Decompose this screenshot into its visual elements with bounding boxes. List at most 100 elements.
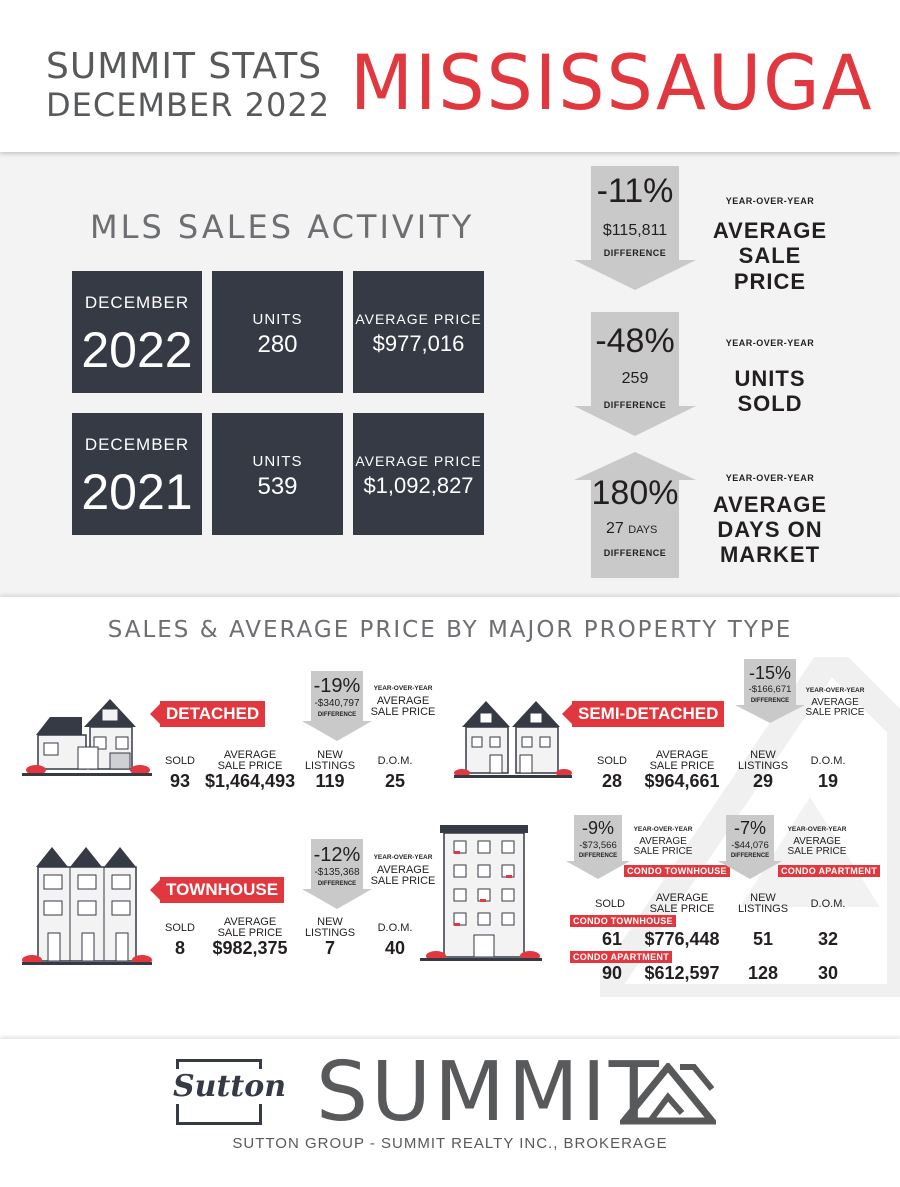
townhouse-icon — [22, 847, 152, 965]
dom-label: D.O.M. — [377, 755, 413, 767]
condo-apt-pct: -7% — [733, 818, 766, 838]
tag-notch-icon — [150, 878, 162, 902]
down-arrow-icon — [566, 815, 630, 879]
semi-price: $964,661 — [644, 771, 720, 791]
yoy-dom-amount-value: 27 — [606, 520, 624, 537]
yoy-sp-label: SALE PRICE — [370, 875, 436, 887]
header-date: DECEMBER 2022 — [46, 86, 331, 124]
yoy-price-pct: -11% — [596, 172, 674, 210]
up-arrow-icon — [574, 452, 696, 578]
yoy-avg-label: AVERAGE — [376, 864, 430, 876]
dom-label: D.O.M. — [377, 922, 413, 934]
yoy-price-diff: DIFFERENCE — [603, 248, 667, 258]
tag-notch-icon — [562, 702, 574, 726]
avg-price-label: AVERAGE SALE PRICE — [642, 893, 722, 915]
year-box-2021: DECEMBER 2021 — [72, 413, 202, 535]
new-listings-label: NEW LISTINGS — [300, 750, 360, 772]
units-box-2021: UNITS 539 — [212, 413, 343, 535]
yoy-units-small: YEAR-OVER-YEAR — [725, 338, 815, 348]
avg-label-1: AVERAGE — [655, 892, 709, 904]
semi-dom: 19 — [817, 771, 839, 791]
new-label-2: LISTINGS — [304, 927, 356, 939]
condo-apt-row-tag: CONDO APARTMENT — [570, 951, 672, 963]
units-value: 280 — [257, 331, 298, 358]
yoy-avg-label: AVERAGE — [811, 697, 859, 708]
new-listings-label: NEW LISTINGS — [733, 893, 793, 915]
units-box-2022: UNITS 280 — [212, 271, 343, 393]
detached-yoy: YEAR-OVER-YEAR — [373, 685, 433, 692]
condo-apt-price: $612,597 — [644, 963, 720, 983]
year-box-2022: DECEMBER 2022 — [72, 271, 202, 393]
condo-apt-amount: -$44,076 — [731, 840, 769, 851]
semi-pct: -15% — [748, 663, 792, 683]
down-arrow-icon — [302, 839, 372, 909]
avg-price-label: AVERAGE SALE PRICE — [210, 917, 290, 939]
avg-label-2: SALE PRICE — [217, 927, 283, 939]
yoy-dom-amount-suffix: DAYS — [628, 524, 658, 536]
yoy-units-heading2: SOLD — [737, 391, 803, 416]
new-label-1: NEW — [750, 749, 776, 761]
property-type-section: SALES & AVERAGE PRICE BY MAJOR PROPERTY … — [0, 597, 900, 1039]
yoy-price-small: YEAR-OVER-YEAR — [725, 196, 815, 206]
avg-price-label: AVERAGE SALE PRICE — [210, 750, 290, 772]
condo-apt-tag: CONDO APARTMENT — [778, 865, 880, 877]
city-name: MISSISSAUGA — [350, 38, 874, 127]
condo-th-sold: 61 — [601, 929, 623, 949]
detached-diff: DIFFERENCE — [317, 712, 357, 718]
yoy-sp-label: SALE PRICE — [787, 846, 847, 857]
price-box-2021: AVERAGE PRICE $1,092,827 — [353, 413, 484, 535]
yoy-units-diff: DIFFERENCE — [603, 400, 667, 410]
new-label-1: NEW — [750, 892, 776, 904]
yoy-dom-heading2: DAYS ON — [717, 517, 823, 542]
header-title: SUMMIT STATS — [46, 46, 323, 87]
tag-notch-icon — [150, 702, 162, 726]
month-label: DECEMBER — [84, 293, 190, 312]
yoy-sp-label: SALE PRICE — [633, 846, 693, 857]
condo-building-icon — [420, 825, 542, 961]
detached-listings: 119 — [315, 771, 345, 791]
sold-label: SOLD — [595, 898, 625, 910]
yoy-sp-label: SALE PRICE — [370, 706, 436, 718]
year-label: 2021 — [81, 464, 193, 520]
header: SUMMIT STATS DECEMBER 2022 MISSISSAUGA — [0, 0, 900, 152]
footer: Sutton SUMMIT SUTTON GROUP - SUMMIT REAL… — [0, 1039, 900, 1187]
month-label: DECEMBER — [84, 435, 190, 454]
avg-label-1: AVERAGE — [223, 749, 277, 761]
condo-apt-yoy: YEAR-OVER-YEAR — [787, 826, 847, 833]
units-value: 539 — [257, 473, 298, 500]
sutton-logo: Sutton — [170, 1069, 290, 1104]
condo-th-row-tag: CONDO TOWNHOUSE — [570, 915, 676, 927]
condo-th-listings: 51 — [752, 929, 774, 949]
new-label-1: NEW — [317, 749, 343, 761]
price-label: AVERAGE PRICE — [355, 453, 482, 469]
yoy-dom-heading3: MARKET — [719, 542, 821, 567]
yoy-units-pct: -48% — [595, 322, 675, 360]
condo-apt-dom: 30 — [817, 963, 839, 983]
detached-amount: -$340,797 — [314, 698, 360, 709]
semi-diff: DIFFERENCE — [750, 698, 790, 704]
avg-label-2: SALE PRICE — [649, 903, 715, 915]
summit-logo-text: SUMMIT — [316, 1045, 662, 1140]
detached-yoy-avg: AVERAGE SALE PRICE — [366, 696, 440, 718]
avg-price-label: AVERAGE SALE PRICE — [642, 750, 722, 772]
townhouse-yoy: YEAR-OVER-YEAR — [373, 854, 433, 861]
dom-label: D.O.M. — [810, 898, 846, 910]
price-box-2022: AVERAGE PRICE $977,016 — [353, 271, 484, 393]
townhouse-dom: 40 — [384, 938, 406, 958]
condo-th-yoy: YEAR-OVER-YEAR — [633, 826, 693, 833]
yoy-avg-label: AVERAGE — [793, 836, 841, 847]
semi-yoy-avg: AVERAGE SALE PRICE — [798, 698, 872, 718]
price-value: $977,016 — [372, 331, 465, 356]
yoy-units-heading1: UNITS — [734, 366, 806, 391]
section2-title: SALES & AVERAGE PRICE BY MAJOR PROPERTY … — [107, 617, 793, 643]
semi-yoy: YEAR-OVER-YEAR — [805, 687, 865, 694]
summit-triangle-logo-icon — [620, 1063, 716, 1125]
down-arrow-icon — [574, 312, 696, 436]
sold-label: SOLD — [597, 755, 627, 767]
condo-th-diff: DIFFERENCE — [578, 853, 618, 859]
units-label: UNITS — [252, 453, 303, 470]
down-arrow-icon — [302, 671, 372, 741]
avg-label-1: AVERAGE — [223, 916, 277, 928]
new-label-2: LISTINGS — [304, 760, 356, 772]
detached-price: $1,464,493 — [205, 771, 296, 791]
